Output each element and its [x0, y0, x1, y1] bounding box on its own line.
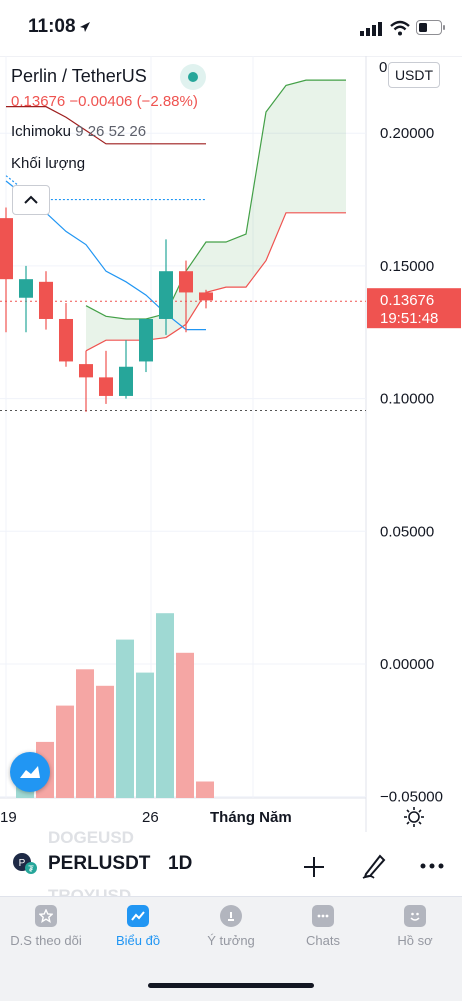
- tab-label: Ý tưởng: [207, 933, 255, 948]
- candle[interactable]: [119, 366, 133, 396]
- chat-bubble-icon: [312, 905, 334, 927]
- volume-bar: [116, 639, 134, 798]
- tab-watchlist[interactable]: D.S theo dõi: [1, 905, 91, 948]
- star-icon: [35, 905, 57, 927]
- candle[interactable]: [99, 377, 113, 396]
- chevron-up-icon: [24, 195, 38, 204]
- indicator-params: 9 26 52 26: [75, 123, 147, 140]
- ichimoku-conversion-line: [5, 175, 206, 201]
- plus-icon[interactable]: [302, 855, 326, 879]
- candle[interactable]: [79, 364, 93, 378]
- ichimoku-leading-span-a: [85, 79, 346, 320]
- location-arrow-icon: [80, 22, 90, 32]
- price-change-percent: (−2.88%): [136, 93, 198, 110]
- volume-bar: [56, 705, 74, 798]
- status-bar: 11:08: [0, 0, 462, 56]
- symbol-toolbar: DOGEUSD TROYUSD: [0, 828, 462, 905]
- price-change-line: 0.13676 −0.00406 (−2.88%): [11, 93, 198, 110]
- indicator-name: Ichimoku: [11, 123, 72, 140]
- price-chart[interactable]: 0.400000.350000.300000.250000.200000.150…: [0, 56, 462, 832]
- more-options-icon[interactable]: [420, 862, 444, 870]
- ichimoku-base-line: [6, 106, 206, 145]
- price-change: −0.00406: [69, 93, 133, 110]
- wifi-icon: [390, 20, 410, 36]
- time-axis-label: 26: [142, 809, 159, 826]
- tab-chats[interactable]: Chats: [278, 905, 368, 948]
- market-status-indicator: [180, 64, 206, 90]
- tab-label: Hồ sơ: [397, 933, 433, 948]
- candle[interactable]: [59, 318, 73, 362]
- indicator-legend-volume[interactable]: Khối lượng: [11, 155, 85, 172]
- svg-text:₮: ₮: [28, 864, 34, 874]
- drawing-tool-icon[interactable]: [360, 852, 388, 880]
- battery-icon: [416, 20, 445, 35]
- exchange-logo-icon: P ₮: [13, 853, 37, 874]
- svg-text:P: P: [19, 858, 26, 869]
- ghost-symbol-above: DOGEUSD: [48, 828, 134, 847]
- last-price: 0.13676: [11, 93, 66, 110]
- interval-button[interactable]: 1D: [168, 853, 193, 874]
- tab-label: D.S theo dõi: [10, 933, 82, 948]
- candle[interactable]: [159, 271, 173, 319]
- time-axis-label: 19: [0, 809, 17, 826]
- price-axis-label: 0.10000: [380, 391, 434, 408]
- price-axis-label: 0.05000: [380, 523, 434, 540]
- candle[interactable]: [179, 271, 193, 293]
- candle[interactable]: [199, 292, 213, 301]
- ichimoku-cloud: [86, 80, 346, 351]
- settings-icon[interactable]: [403, 806, 425, 828]
- current-price-label: 0.13676: [380, 292, 434, 309]
- indicator-legend-ichimoku[interactable]: Ichimoku 9 26 52 26: [11, 123, 146, 140]
- smiley-icon: [404, 905, 426, 927]
- candle[interactable]: [0, 218, 13, 280]
- volume-bar: [96, 685, 114, 798]
- symbol-ticker[interactable]: PERLUSDT: [48, 853, 151, 874]
- cellular-signal-icon: [360, 22, 382, 36]
- tab-ideas[interactable]: Ý tưởng: [186, 905, 276, 948]
- volume-bar: [156, 613, 174, 798]
- candle[interactable]: [39, 281, 53, 319]
- price-axis-label-partial: 0: [379, 59, 387, 76]
- candle[interactable]: [19, 279, 33, 298]
- lightbulb-icon: [220, 905, 242, 927]
- tab-chart[interactable]: Biểu đồ: [93, 905, 183, 948]
- area-chart-icon: [20, 766, 40, 778]
- price-axis-label: −0.05000: [380, 789, 443, 806]
- tab-label: Chats: [306, 933, 340, 948]
- price-axis-label: 0.20000: [380, 125, 434, 142]
- chart-type-button[interactable]: [10, 752, 50, 792]
- volume-label: Khối lượng: [11, 155, 86, 172]
- ichimoku-leading-span-b: [85, 212, 346, 352]
- collapse-legend-button[interactable]: [12, 185, 50, 215]
- volume-bar: [196, 781, 214, 798]
- volume-bar: [176, 652, 194, 798]
- volume-bar: [76, 669, 94, 798]
- tab-label: Biểu đồ: [115, 933, 161, 948]
- price-axis-label: 0.00000: [380, 656, 434, 673]
- volume-bar: [136, 672, 154, 798]
- home-indicator: [148, 983, 314, 988]
- chart-icon: [127, 905, 149, 927]
- currency-button[interactable]: USDT: [388, 62, 440, 88]
- tab-profile[interactable]: Hồ sơ: [370, 905, 460, 948]
- countdown-label: 19:51:48: [380, 310, 438, 327]
- price-axis-label: 0.15000: [380, 258, 434, 275]
- current-price-tag: [367, 288, 461, 329]
- symbol-title[interactable]: Perlin / TetherUS: [11, 66, 147, 86]
- status-time: 11:08: [28, 16, 76, 37]
- candle[interactable]: [139, 318, 153, 362]
- time-axis-label: Tháng Năm: [210, 809, 292, 826]
